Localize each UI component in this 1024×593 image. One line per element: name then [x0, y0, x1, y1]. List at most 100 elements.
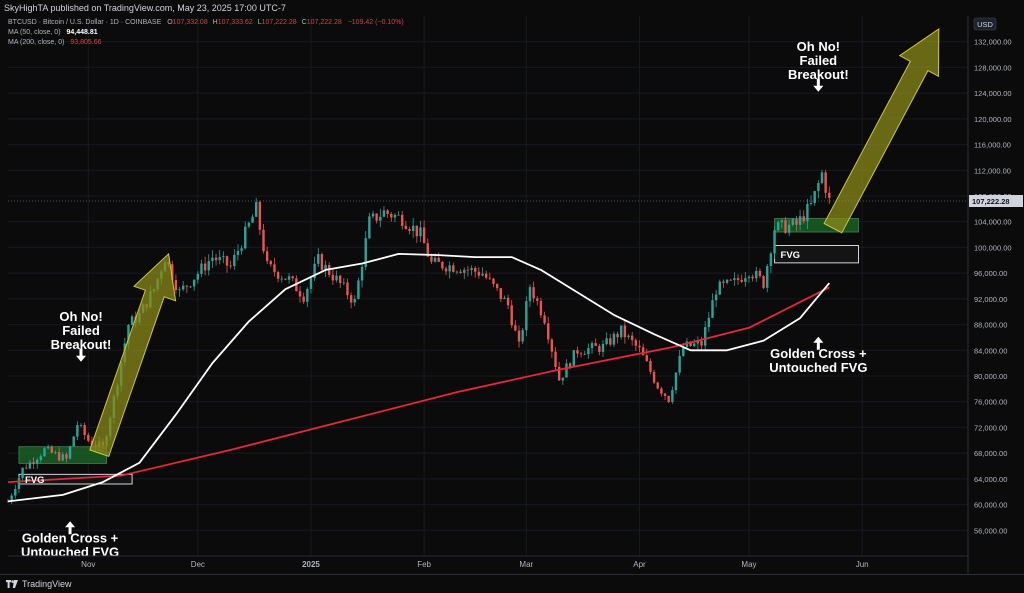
- candle-body: [579, 353, 583, 355]
- ohlc-open-key: O: [167, 19, 173, 26]
- candle-body: [174, 280, 178, 291]
- candle-body: [338, 275, 342, 283]
- chart-legend: BTCUSD · Bitcoin / U.S. Dollar · 1D · CO…: [8, 18, 404, 48]
- y-tick-label: 120,000.00: [974, 115, 1012, 124]
- ma200-line: [7, 286, 830, 483]
- candle-body: [422, 227, 426, 244]
- candle-body: [769, 253, 773, 266]
- y-tick-label: 64,000.00: [974, 475, 1007, 484]
- candle-body: [171, 264, 174, 281]
- candle-body: [426, 243, 429, 257]
- candle-body: [652, 371, 656, 383]
- candle-body: [28, 462, 32, 469]
- candle-body: [813, 191, 816, 203]
- y-tick-label: 128,000.00: [974, 63, 1012, 72]
- candle-body: [612, 333, 616, 345]
- candle-body: [10, 495, 13, 502]
- candle-body: [463, 269, 466, 273]
- candle-body: [236, 250, 240, 255]
- candle-body: [222, 256, 225, 257]
- candle-body: [740, 279, 743, 282]
- candle-body: [404, 225, 408, 230]
- candle-body: [755, 270, 758, 279]
- annotation-text: Golden Cross +: [22, 530, 119, 545]
- y-tick-label: 88,000.00: [974, 321, 1007, 330]
- y-tick-label: 96,000.00: [974, 269, 1007, 278]
- candle-body: [722, 281, 725, 283]
- candle-body: [411, 225, 415, 231]
- candle-body: [276, 272, 280, 279]
- y-tick-label: 100,000.00: [974, 243, 1012, 252]
- candle-body: [265, 251, 269, 262]
- candle-body: [725, 279, 729, 283]
- candle-body: [54, 452, 57, 453]
- candle-body: [550, 339, 554, 352]
- candle-body: [674, 372, 678, 391]
- current-price-label: 107,222.28: [972, 197, 1010, 206]
- candle-body: [795, 219, 798, 225]
- ma50-line: [7, 252, 830, 503]
- candle-body: [729, 279, 732, 281]
- x-tick-label: May: [741, 560, 756, 569]
- y-tick-label: 60,000.00: [974, 501, 1007, 510]
- candle-body: [335, 275, 338, 281]
- candle-body: [39, 456, 43, 460]
- y-tick-label: 132,000.00: [974, 38, 1012, 47]
- candle-body: [791, 219, 794, 225]
- candle-body: [751, 276, 754, 279]
- candle-body: [510, 305, 513, 326]
- candle-body: [477, 271, 481, 276]
- candle-body: [481, 273, 484, 276]
- tradingview-brand: TradingView: [22, 579, 72, 589]
- candle-body: [536, 298, 539, 301]
- candle-body: [583, 354, 586, 356]
- candle-body: [484, 273, 488, 278]
- candle-body: [809, 202, 813, 205]
- candle-body: [258, 201, 262, 230]
- candle-body: [660, 388, 663, 394]
- candle-body: [36, 459, 39, 464]
- candle-body: [521, 330, 524, 342]
- publisher-bar: SkyHighTA published on TradingView.com, …: [0, 0, 1024, 16]
- candle-body: [211, 257, 214, 262]
- candle-body: [609, 338, 612, 345]
- candle-body: [627, 335, 630, 338]
- candle-body: [21, 467, 24, 479]
- candle-body: [379, 216, 382, 221]
- candle-body: [452, 265, 455, 272]
- candle-body: [408, 229, 411, 231]
- candle-body: [433, 257, 437, 262]
- annotation-text: Failed: [62, 323, 100, 338]
- candle-body: [806, 204, 809, 222]
- ohlc-low-value: 107,222.28: [261, 19, 297, 26]
- ma50-label: MA (50, close, 0): [8, 29, 61, 36]
- footer-bar: TradingView: [0, 574, 1024, 593]
- candle-body: [506, 297, 510, 306]
- candle-body: [127, 324, 130, 344]
- candle-body: [331, 274, 335, 281]
- candle-body: [828, 192, 831, 198]
- candle-body: [747, 276, 751, 279]
- candle-body: [707, 317, 711, 328]
- candle-body: [287, 276, 291, 280]
- candle-body: [620, 325, 623, 338]
- candle-body: [57, 452, 61, 461]
- candle-body: [43, 448, 46, 457]
- candle-body: [244, 226, 247, 249]
- y-tick-label: 72,000.00: [974, 423, 1007, 432]
- x-tick-label: 2025: [302, 560, 320, 569]
- candle-body: [130, 316, 134, 325]
- candle-body: [185, 285, 189, 287]
- candle-body: [762, 276, 765, 288]
- annotation-text: Oh No!: [59, 309, 102, 324]
- candle-body: [401, 214, 404, 226]
- candle-body: [6, 501, 10, 503]
- fvg-label: FVG: [781, 250, 801, 261]
- candle-body: [83, 424, 86, 435]
- candle-body: [382, 210, 386, 217]
- candle-body: [718, 281, 721, 295]
- candle-body: [696, 341, 700, 344]
- ohlc-open-value: 107,332.08: [172, 19, 208, 26]
